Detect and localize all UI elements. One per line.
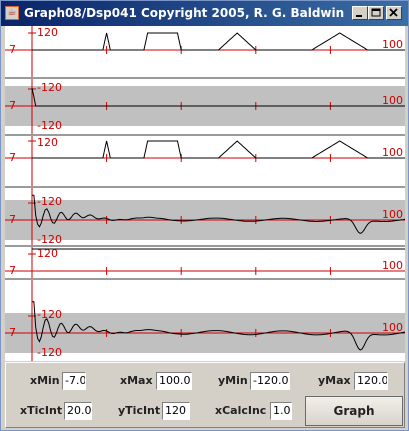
ymin-label: -120 [37, 233, 62, 245]
xmin-label: -7 [5, 151, 16, 164]
plot-5: -7 100 120 [5, 247, 405, 278]
plot-background [5, 188, 405, 200]
signal-trace [32, 32, 405, 51]
ymin-label: -120 [37, 119, 62, 132]
ymax-label: yMax [318, 374, 351, 387]
plot-3: -7 100 120 [5, 136, 405, 186]
minimize-button[interactable] [352, 6, 368, 20]
maximize-button[interactable] [368, 6, 384, 20]
plot-3-canvas [5, 136, 405, 186]
title-bar[interactable]: ☕ Graph08/Dsp041 Copyright 2005, R. G. B… [1, 1, 408, 26]
xmax-label: xMax [120, 374, 153, 387]
maximize-icon [371, 8, 381, 17]
xmin-label: -7 [5, 326, 16, 339]
plot-5-canvas [5, 247, 405, 278]
ymax-field[interactable]: 120.0 [354, 372, 388, 390]
control-panel: xMin -7.0 xMax 100.0 yMin -120.0 yMax 12… [5, 362, 405, 428]
ymax-label: -120 [37, 308, 62, 321]
plot-separator [5, 245, 405, 247]
java-cup-icon: ☕ [5, 6, 19, 20]
xcalcinc-label: xCalcInc [215, 404, 267, 417]
xmin-field[interactable]: -7.0 [62, 372, 86, 390]
plot-separator [5, 77, 405, 79]
ymax-label: 120 [37, 26, 58, 39]
xticint-label: xTicInt [20, 404, 63, 417]
xmax-field[interactable]: 100.0 [156, 372, 192, 390]
xticint-field[interactable]: 20.0 [64, 402, 92, 420]
plot-2-canvas [5, 79, 405, 134]
ymin-field[interactable]: -120.0 [250, 372, 290, 390]
plot-background [5, 280, 405, 313]
graph-button[interactable]: Graph [305, 396, 403, 426]
xmin-label: xMin [30, 374, 60, 387]
yticint-label: yTicInt [118, 404, 161, 417]
xmax-label: 100 [382, 38, 403, 51]
ymin-label: yMin [218, 374, 248, 387]
ymin-label: -120 [37, 346, 62, 359]
plot-2: -7 100 -120 -120 [5, 79, 405, 134]
plot-1: -7 100 120 [5, 26, 405, 77]
yticint-field[interactable]: 120 [162, 402, 190, 420]
signal-trace [32, 140, 405, 159]
plot-6: -7 100 -120 -120 [5, 280, 405, 361]
signal-trace [32, 194, 405, 234]
xmin-label: -7 [5, 213, 16, 226]
xmin-label: -7 [5, 99, 16, 112]
close-icon [389, 8, 398, 17]
close-button[interactable] [386, 6, 402, 20]
plot-1-canvas [5, 26, 405, 77]
plot-6-canvas [5, 280, 405, 361]
plot-background [5, 79, 405, 86]
minimize-icon [356, 15, 362, 17]
xmax-label: 100 [382, 146, 403, 159]
ymax-label: 120 [37, 247, 58, 260]
xmax-label: 100 [382, 208, 403, 221]
signal-trace [31, 87, 405, 107]
xmax-label: 100 [382, 259, 403, 272]
plot-4-canvas [5, 188, 405, 245]
plot-separator [5, 278, 405, 280]
plot-separator [5, 134, 405, 136]
plot-4: -7 100 -120 -120 [5, 188, 405, 245]
ymax-label: -120 [37, 195, 62, 208]
ymax-label: 120 [37, 136, 58, 149]
signal-trace [32, 301, 405, 351]
xmax-label: 100 [382, 94, 403, 107]
plot-separator [5, 186, 405, 188]
ymax-label: -120 [37, 81, 62, 94]
xmax-label: 100 [382, 321, 403, 334]
xmin-label: -7 [5, 264, 16, 277]
xcalcinc-field[interactable]: 1.0 [270, 402, 292, 420]
window-title: Graph08/Dsp041 Copyright 2005, R. G. Bal… [24, 6, 345, 20]
plot-area: -7 100 120 -7 100 -120 -120 -7 100 120 -7 100 -12… [5, 26, 405, 361]
xmin-label: -7 [5, 43, 16, 56]
